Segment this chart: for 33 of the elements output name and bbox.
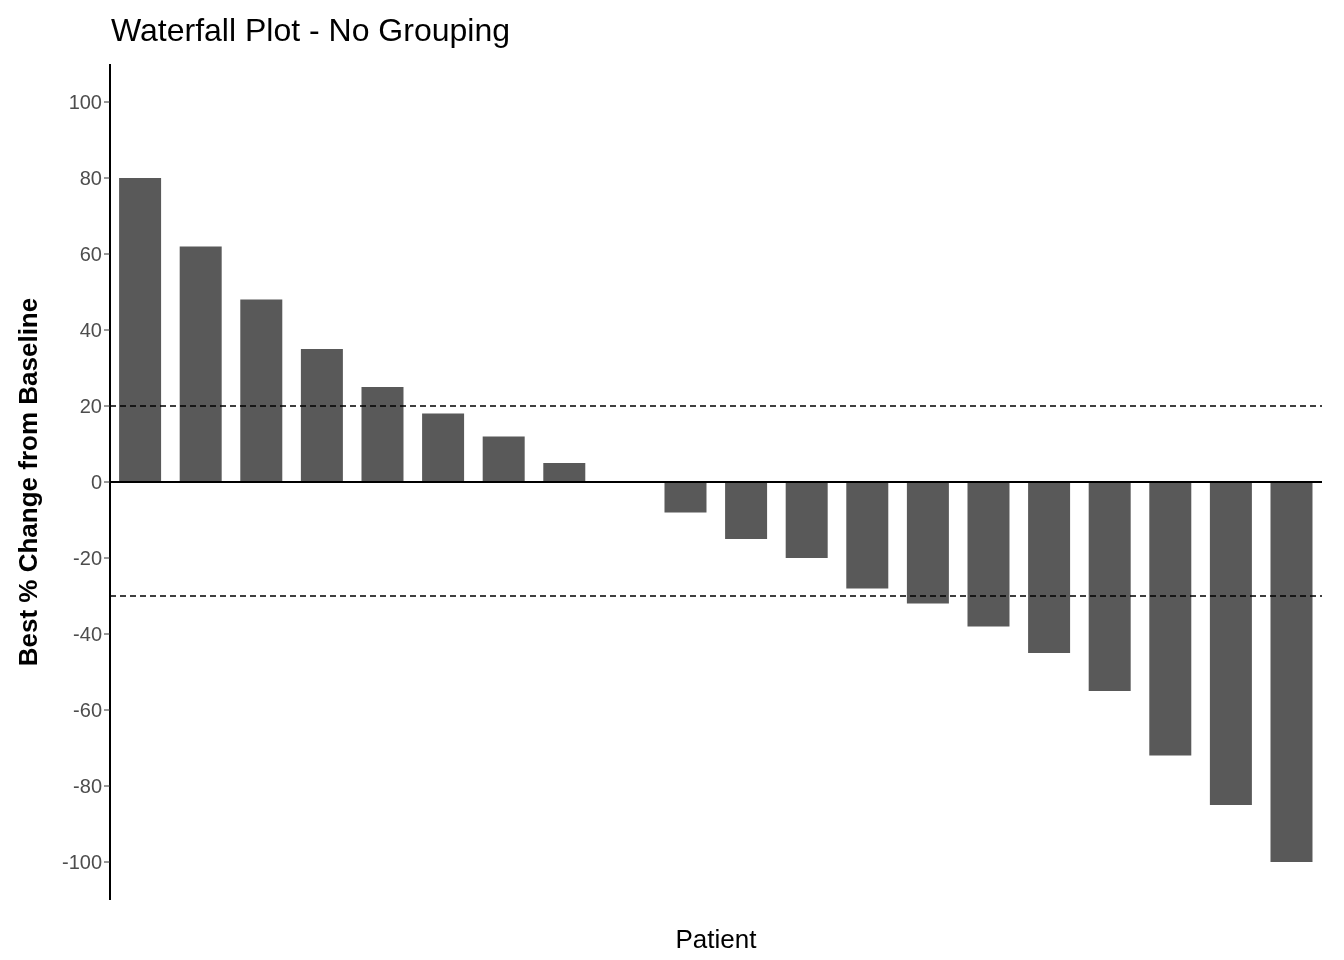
- chart-title: Waterfall Plot - No Grouping: [110, 11, 511, 50]
- bar: [179, 246, 222, 482]
- y-axis-title: Best % Change from Baseline: [13, 297, 44, 667]
- bar: [119, 178, 162, 482]
- bar: [1088, 482, 1131, 691]
- bar: [1149, 482, 1192, 756]
- bar: [967, 482, 1010, 627]
- bar: [1028, 482, 1071, 653]
- y-tick-label: -80: [73, 775, 102, 798]
- bar: [361, 387, 404, 482]
- bar: [300, 349, 343, 482]
- bar: [785, 482, 828, 558]
- bar: [422, 413, 465, 482]
- x-axis-title: Patient: [675, 924, 758, 954]
- bar: [240, 299, 283, 482]
- y-tick-label: 80: [79, 167, 102, 190]
- bar: [543, 463, 586, 482]
- y-tick-label: 40: [79, 319, 102, 342]
- bar: [906, 482, 949, 604]
- y-tick-label: 60: [79, 243, 102, 266]
- bar: [725, 482, 768, 539]
- y-tick-label: -100: [61, 851, 102, 874]
- bar: [482, 436, 525, 482]
- y-tick-label: 100: [68, 91, 102, 114]
- bar: [846, 482, 889, 589]
- bar: [664, 482, 707, 513]
- y-tick-label: -40: [73, 623, 102, 646]
- y-tick-label: -60: [73, 699, 102, 722]
- y-tick-label: 0: [90, 471, 102, 494]
- bar: [1270, 482, 1313, 862]
- y-tick-label: -20: [73, 547, 102, 570]
- y-tick-label: 20: [79, 395, 102, 418]
- bar: [1209, 482, 1252, 805]
